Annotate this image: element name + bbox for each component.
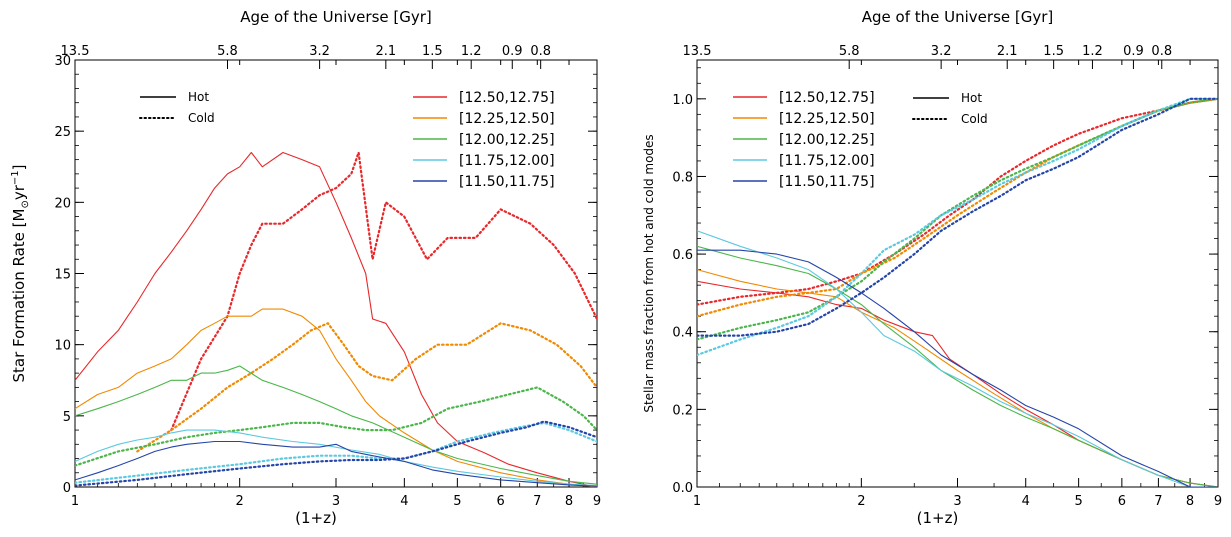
x-tick-label: 4 <box>400 494 408 509</box>
top-tick-label: 1.5 <box>422 44 443 59</box>
x-tick-label: 5 <box>453 494 461 509</box>
legend-label-cold: Cold <box>188 111 215 125</box>
y-tick-label: 25 <box>54 125 71 140</box>
top-axis-title: Age of the Universe [Gyr] <box>862 8 1054 26</box>
legend-label-mass-bin: [11.50,11.75] <box>779 174 875 190</box>
y-tick-label: 0.2 <box>672 403 693 418</box>
series-line-hot <box>75 365 597 485</box>
top-axis-title: Age of the Universe [Gyr] <box>240 8 432 26</box>
legend-label-mass-bin: [12.25,12.50] <box>459 111 555 127</box>
top-tick-label: 0.9 <box>1123 44 1144 59</box>
y-tick-label: 0.8 <box>672 170 693 185</box>
x-tick-label: 8 <box>1186 494 1194 509</box>
series-line-hot <box>75 429 597 487</box>
legend-label-mass-bin: [12.25,12.50] <box>779 111 875 127</box>
x-tick-label: 3 <box>332 494 340 509</box>
top-tick-label: 0.8 <box>1151 44 1172 59</box>
y-tick-label: 5 <box>63 410 71 425</box>
x-tick-label: 9 <box>1214 494 1222 509</box>
series-line-hot <box>697 230 1218 487</box>
top-tick-label: 0.8 <box>530 44 551 59</box>
y-axis-title: Stellar mass fraction from hot and cold … <box>642 134 656 412</box>
series-group <box>75 151 597 487</box>
legend-label-hot: Hot <box>188 90 209 104</box>
x-tick-label: 8 <box>565 494 573 509</box>
top-tick-label: 3.2 <box>309 44 330 59</box>
legend-label-mass-bin: [12.50,12.75] <box>459 90 555 106</box>
legend-label-mass-bin: [11.75,12.00] <box>779 153 875 169</box>
series-line-hot <box>75 440 597 487</box>
top-tick-label: 1.2 <box>1082 44 1103 59</box>
top-tick-label: 2.1 <box>997 44 1018 59</box>
top-tick-label: 2.1 <box>375 44 396 59</box>
series-line-cold <box>75 421 597 484</box>
series-line-hot <box>697 249 1218 487</box>
series-line-cold <box>136 322 597 453</box>
top-tick-label: 1.5 <box>1043 44 1064 59</box>
y-tick-label: 10 <box>54 339 71 354</box>
x-tick-label: 3 <box>953 494 961 509</box>
legend-label-mass-bin: [11.75,12.00] <box>459 153 555 169</box>
top-tick-label: 3.2 <box>931 44 952 59</box>
series-line-cold <box>697 97 1218 357</box>
series-line-cold <box>697 97 1218 337</box>
series-line-hot <box>697 245 1218 487</box>
y-tick-label: 0.0 <box>672 481 693 496</box>
y-tick-label: 0.6 <box>672 248 693 263</box>
series-line-cold <box>75 386 597 467</box>
y-tick-label: 1.0 <box>672 93 693 108</box>
y-tick-label: 15 <box>54 268 71 283</box>
series-line-hot <box>75 151 597 487</box>
legend-label-mass-bin: [11.50,11.75] <box>459 174 555 190</box>
top-tick-label: 13.5 <box>683 44 712 59</box>
top-tick-label: 13.5 <box>61 44 90 59</box>
series-group <box>697 97 1218 487</box>
y-tick-label: 20 <box>54 196 71 211</box>
series-line-cold <box>75 420 597 487</box>
x-tick-label: 2 <box>236 494 244 509</box>
series-line-cold <box>697 97 1218 306</box>
series-line-cold <box>170 151 597 432</box>
y-tick-label: 30 <box>54 54 71 69</box>
plot-frame <box>696 59 1219 488</box>
series-line-hot <box>697 280 1218 487</box>
x-tick-label: 7 <box>533 494 541 509</box>
x-tick-label: 1 <box>71 494 79 509</box>
x-tick-label: 6 <box>1118 494 1126 509</box>
legend-label-mass-bin: [12.00,12.25] <box>459 132 555 148</box>
x-tick-label: 6 <box>497 494 505 509</box>
y-tick-label: 0.4 <box>672 326 693 341</box>
x-axis-title: (1+z) <box>917 509 959 527</box>
series-line-hot <box>75 308 597 487</box>
y-axis-title: Star Formation Rate [M⊙yr−1] <box>10 164 31 382</box>
x-tick-label: 5 <box>1074 494 1082 509</box>
x-axis-title: (1+z) <box>295 509 337 527</box>
legend-label-mass-bin: [12.50,12.75] <box>779 90 875 106</box>
legend-label-mass-bin: [12.00,12.25] <box>779 132 875 148</box>
chart-panel-right: 1 2 3 4 5 6 7 8 9 0.0 0.2 0.4 0.6 0.8 1.0 13.5 5.8 3.2 2.1… <box>642 8 1222 527</box>
top-tick-label: 5.8 <box>839 44 860 59</box>
legend-label-hot: Hot <box>961 91 982 105</box>
x-tick-label: 2 <box>857 494 865 509</box>
x-tick-label: 9 <box>593 494 601 509</box>
x-tick-label: 7 <box>1154 494 1162 509</box>
series-line-cold <box>697 97 1218 341</box>
legend-label-cold: Cold <box>961 112 988 126</box>
top-tick-label: 1.2 <box>461 44 482 59</box>
x-tick-label: 1 <box>693 494 701 509</box>
x-tick-label: 4 <box>1022 494 1030 509</box>
top-tick-label: 0.9 <box>502 44 523 59</box>
y-tick-label: 0 <box>63 481 71 496</box>
top-tick-label: 5.8 <box>217 44 238 59</box>
